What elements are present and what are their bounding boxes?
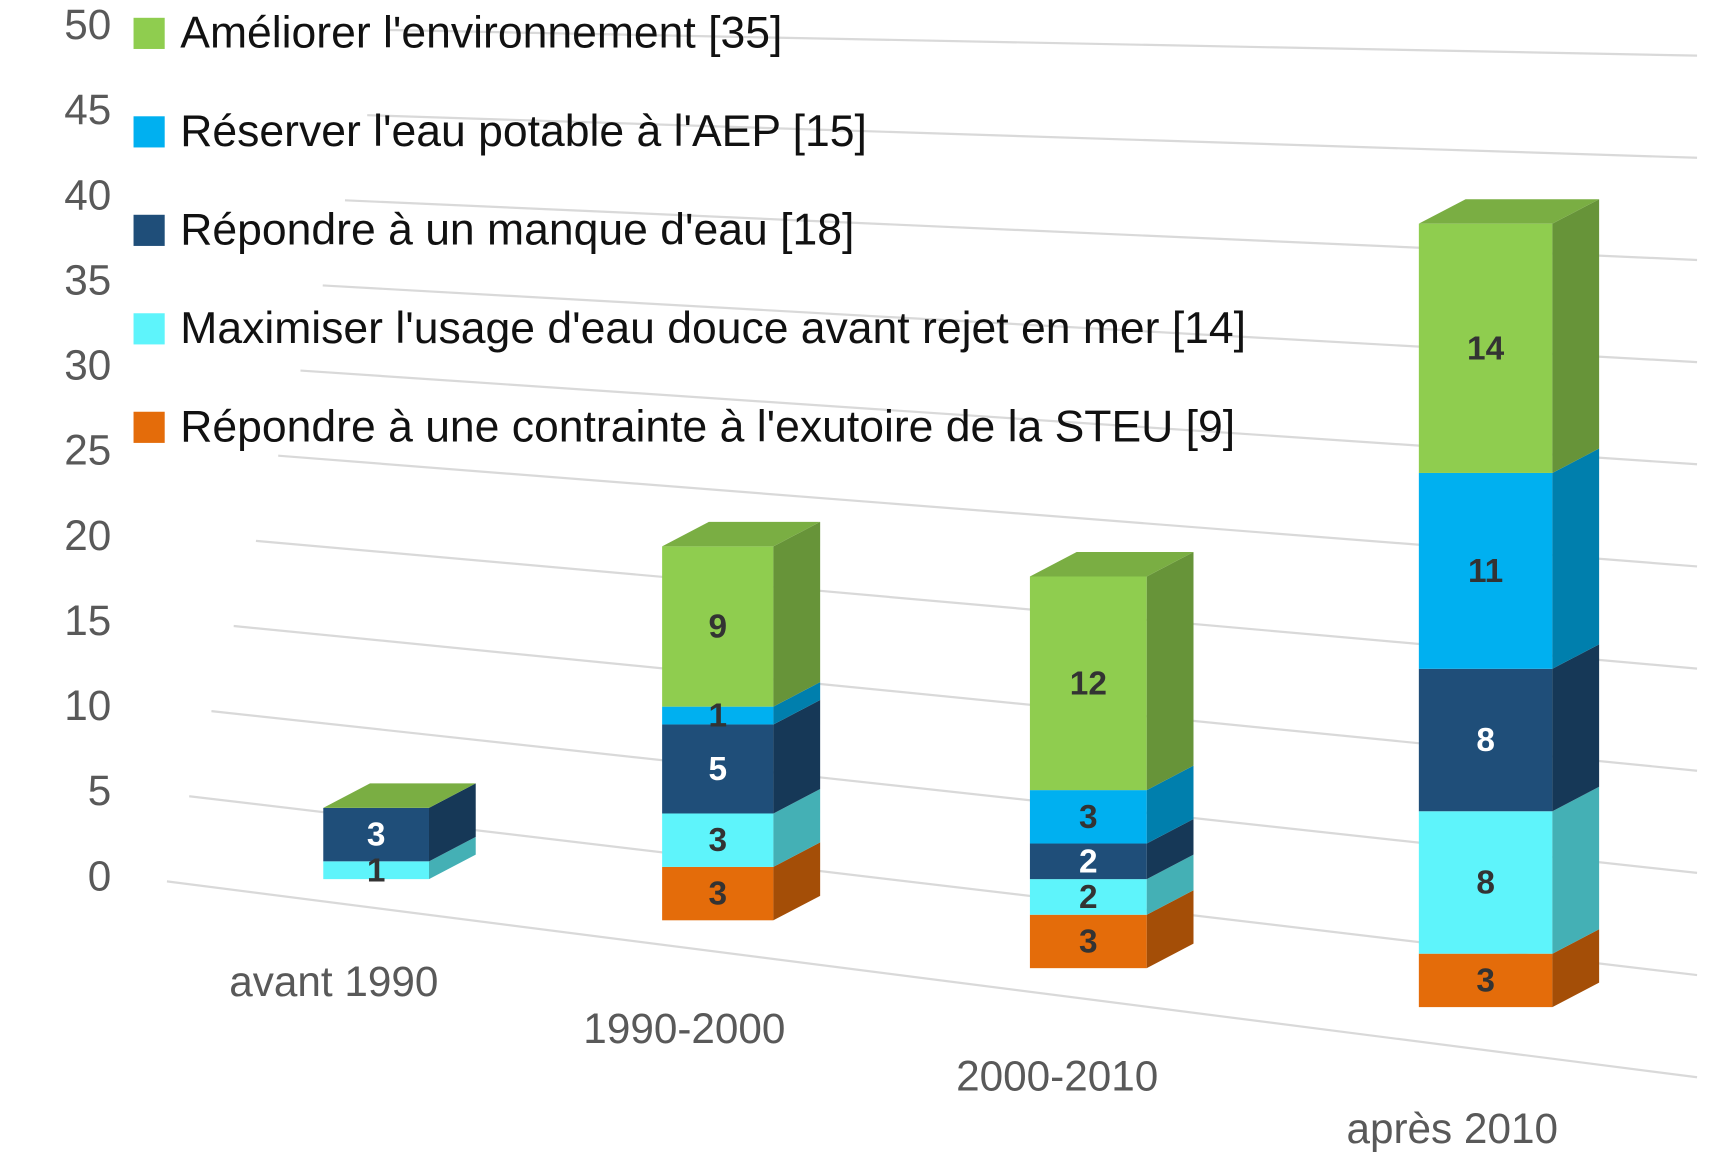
bar-side [428, 836, 476, 880]
x-tick-label: après 2010 [1346, 1105, 1557, 1152]
bar-segment [323, 861, 429, 880]
y-tick-label: 40 [64, 171, 111, 218]
bar-segment [1418, 223, 1553, 473]
bar-side [1552, 199, 1600, 473]
bar-segment [662, 724, 774, 814]
data-label: 9 [708, 609, 727, 646]
bar-segment [1029, 790, 1147, 844]
bar-segment [1029, 879, 1147, 915]
y-tick-label: 50 [64, 1, 111, 48]
bar-segment [1029, 843, 1147, 880]
data-label: 3 [708, 876, 727, 913]
bar-side [1146, 854, 1194, 915]
legend-swatch [133, 116, 165, 148]
legend-label: Répondre à une contrainte à l'exutoire d… [180, 402, 1235, 451]
bar-side [1146, 551, 1194, 791]
x-tick-label: avant 1990 [229, 958, 438, 1005]
bar-side [1552, 929, 1600, 1008]
y-tick-label: 0 [88, 852, 112, 899]
bar-side [1146, 765, 1194, 844]
y-tick-label: 10 [64, 682, 111, 729]
bar-segment [1418, 472, 1553, 669]
bar-top [1029, 551, 1194, 577]
bar-side [773, 842, 821, 921]
data-label: 2 [1079, 843, 1098, 880]
y-tick-label: 20 [64, 512, 111, 559]
bar-side [1146, 890, 1194, 969]
legend-label: Réserver l'eau potable à l'AEP [15] [180, 107, 867, 156]
bar-side [1552, 644, 1600, 812]
data-label: 1 [708, 698, 727, 735]
data-label: 11 [1468, 553, 1503, 590]
data-label: 12 [1070, 665, 1107, 702]
data-label: 8 [1476, 865, 1495, 902]
data-label: 3 [1079, 923, 1098, 960]
bar-segment [323, 807, 429, 862]
data-label: 1 [367, 852, 386, 889]
y-tick-label: 35 [64, 256, 111, 303]
data-label: 14 [1467, 330, 1505, 367]
bar-side [428, 783, 476, 862]
grid-line [367, 114, 1698, 159]
bar-side [1552, 786, 1600, 954]
bar-segment [1418, 811, 1553, 954]
bar-segment [1418, 668, 1553, 812]
y-tick-label: 30 [64, 342, 111, 389]
legend-swatch [133, 411, 165, 443]
legend-swatch [133, 313, 165, 345]
bar-side [773, 521, 821, 707]
legend-label: Améliorer l'environnement [35] [180, 8, 782, 57]
bar-side [1146, 819, 1194, 880]
data-label: 3 [1476, 962, 1495, 999]
bar-top [662, 521, 821, 547]
data-label: 2 [1079, 879, 1098, 916]
bar-segment [1418, 953, 1553, 1008]
bar-segment [662, 866, 774, 921]
legend-swatch [133, 17, 165, 49]
bar-side [773, 699, 821, 814]
data-label: 5 [708, 751, 727, 788]
x-tick-label: 1990-2000 [583, 1005, 785, 1052]
bar-segment [1029, 914, 1147, 969]
grid-line [389, 28, 1698, 57]
grid-line [166, 880, 1698, 1079]
y-tick-label: 25 [64, 427, 111, 474]
data-label: 3 [1079, 799, 1098, 836]
bar-segment [662, 706, 774, 725]
data-label: 8 [1476, 722, 1495, 759]
data-label: 3 [367, 817, 386, 854]
bar-side [773, 682, 821, 725]
legend-label: Maximiser l'usage d'eau douce avant reje… [180, 304, 1246, 353]
bar-side [773, 788, 821, 867]
bar-segment [662, 546, 774, 707]
bar-top [1418, 199, 1600, 224]
bar-top [323, 783, 476, 808]
bar-side [1552, 448, 1600, 669]
bar-segment [1029, 576, 1147, 791]
y-tick-label: 15 [64, 597, 111, 644]
data-label: 3 [708, 822, 727, 859]
x-tick-label: 2000-2010 [956, 1053, 1158, 1100]
legend-swatch [133, 214, 165, 246]
legend-label: Répondre à un manque d'eau [18] [180, 205, 854, 254]
y-tick-label: 5 [88, 767, 112, 814]
bar-segment [662, 813, 774, 867]
y-tick-label: 45 [64, 86, 111, 133]
